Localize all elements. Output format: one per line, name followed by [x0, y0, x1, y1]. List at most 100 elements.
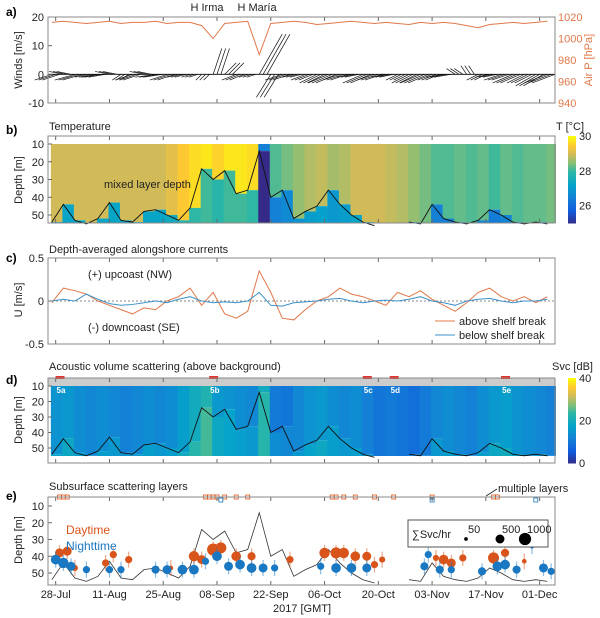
- temperature-cell-upper: [269, 144, 284, 198]
- temperature-cell-lower: [431, 204, 445, 223]
- mixed-layer-depth-line: [408, 562, 548, 582]
- daytime-point: [247, 552, 256, 561]
- wind-stick: [38, 74, 56, 81]
- sv-colorbar-cell: [568, 403, 576, 407]
- sv-cell-lower: [223, 409, 238, 456]
- x-tick-label: 22-Sep: [253, 589, 288, 601]
- wind-stick: [228, 62, 241, 75]
- sv-cell-upper: [108, 386, 122, 438]
- sv-cell-lower: [338, 438, 353, 456]
- temperature-cell-upper: [350, 144, 364, 215]
- sv-cell-upper: [511, 386, 526, 455]
- sv-colorbar-cell: [568, 392, 576, 396]
- panel-e-plot: 10 20 30 40 50: [32, 494, 555, 585]
- wind-stick: [399, 74, 417, 84]
- panel-b-title: Temperature: [49, 121, 111, 133]
- daytime-point: [109, 550, 117, 559]
- wind-stick: [34, 74, 52, 81]
- sv-cell-upper: [166, 386, 180, 448]
- y-tick-label-pressure: 940: [558, 98, 576, 110]
- sv-cell-lower: [96, 451, 111, 456]
- temperature-cell-upper: [523, 144, 537, 223]
- wind-stick: [391, 74, 410, 84]
- temperature-colorbar-cell: [568, 138, 576, 141]
- temperature-cell-lower: [154, 209, 169, 223]
- sv-cell-upper: [292, 386, 307, 452]
- figure-ref-label: 5d: [391, 386, 400, 395]
- sv-colorbar-cell: [568, 386, 576, 390]
- mixed-layer-depth-line: [408, 203, 548, 225]
- x-tick-label: 03-Nov: [414, 589, 450, 601]
- temperature-colorbar-cell: [568, 159, 576, 163]
- sv-cell-lower: [166, 448, 180, 456]
- wind-stick: [115, 74, 133, 81]
- temperature-colorbar-cell: [568, 188, 576, 191]
- wind-stick: [189, 74, 198, 78]
- sv-cell-lower: [258, 392, 272, 456]
- temperature-colorbar-cell: [568, 175, 576, 178]
- sv-cell-upper: [258, 386, 272, 393]
- nighttime-point: [271, 564, 279, 572]
- temperature-colorbar-cell: [568, 199, 576, 202]
- temperature-cell-upper: [500, 144, 514, 215]
- sv-cell-upper: [338, 386, 353, 439]
- sv-cell-lower: [315, 440, 330, 456]
- mixed-layer-depth-line: [51, 149, 375, 227]
- temperature-colorbar-cell: [568, 164, 576, 167]
- temperature-cell-lower: [258, 151, 272, 223]
- sv-colorbar-cell: [568, 431, 576, 434]
- sv-colorbar-cell: [568, 401, 576, 404]
- wind-stick: [357, 74, 375, 81]
- wind-stick: [342, 74, 364, 84]
- temperature-cell-lower: [96, 218, 111, 223]
- sv-colorbar-cell: [568, 416, 576, 419]
- sv-colorbar-cell: [568, 433, 576, 436]
- wind-stick: [294, 74, 310, 81]
- temperature-colorbar-cell: [568, 196, 576, 200]
- temperature-cell-lower: [246, 190, 261, 223]
- wind-stick: [483, 73, 498, 78]
- temperature-colorbar-cell: [568, 192, 576, 196]
- colorbar-label-sv: Svc [dB]: [552, 361, 593, 373]
- sv-colorbar-cell: [568, 414, 576, 417]
- wind-stick: [298, 74, 314, 81]
- sv-colorbar-cell: [568, 395, 576, 398]
- temperature-cell-lower: [477, 220, 491, 223]
- daytime-point: [432, 554, 439, 561]
- wind-stick: [421, 74, 437, 81]
- temperature-colorbar-cell: [568, 207, 576, 211]
- y-tick-label-winds: 20: [32, 12, 44, 24]
- wind-stick: [400, 74, 421, 84]
- temperature-cell-upper: [200, 144, 215, 169]
- wind-stick: [262, 34, 287, 75]
- wind-stick: [500, 74, 521, 84]
- y-tick-label-depth-d: 30: [32, 412, 44, 424]
- temperature-cell-upper: [131, 144, 146, 223]
- wind-stick: [229, 74, 245, 81]
- sv-cell-lower: [292, 451, 307, 456]
- sv-cell-lower: [235, 429, 249, 456]
- nighttime-point: [258, 563, 268, 573]
- sv-colorbar-cell: [568, 407, 576, 411]
- wind-stick: [137, 71, 152, 75]
- wind-stick: [286, 73, 298, 78]
- size-legend-title: ∑Svc/hr: [412, 529, 451, 541]
- sv-cell-lower: [350, 448, 364, 456]
- wind-stick: [129, 71, 145, 75]
- sv-cell-upper: [269, 386, 284, 433]
- x-tick-label: 17-Nov: [468, 589, 504, 601]
- wind-stick: [528, 74, 552, 84]
- temperature-cell-upper: [258, 144, 272, 152]
- sv-colorbar-cell: [568, 435, 576, 438]
- sv-cell-upper: [212, 386, 226, 417]
- y-axis-label-depth-e: Depth [m]: [13, 516, 25, 564]
- sv-cell-upper: [154, 386, 169, 444]
- x-tick-label: 01-Dec: [522, 589, 558, 601]
- sv-colorbar-cell: [568, 456, 576, 460]
- sv-cell-lower: [177, 452, 192, 456]
- x-tick-label: 06-Oct: [308, 589, 341, 601]
- colorbar-label-temperature: T [°C]: [556, 121, 584, 133]
- wind-stick: [408, 74, 429, 84]
- temperature-cell-upper: [119, 144, 134, 221]
- nighttime-point: [66, 561, 76, 571]
